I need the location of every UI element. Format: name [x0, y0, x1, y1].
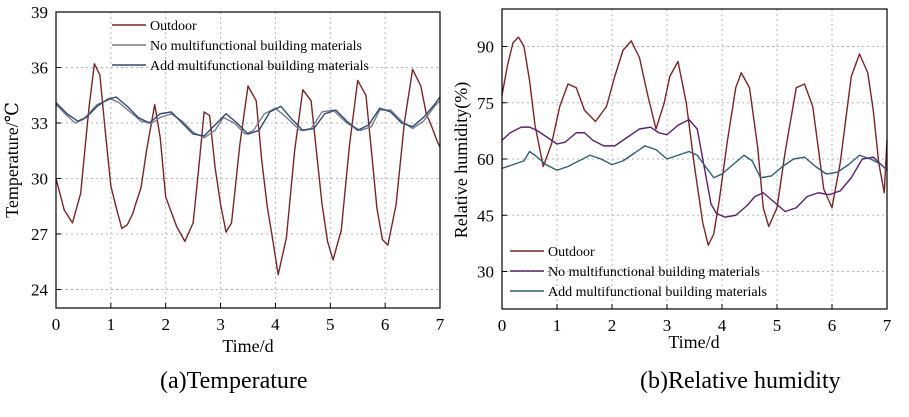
temp-legend-label-2: Add multifunctional building materials — [150, 59, 369, 74]
temp-series-2-line — [55, 96, 441, 137]
temp-legend-label-0: Outdoor — [150, 19, 197, 34]
caption-temperature: (a)Temperature — [160, 368, 308, 394]
rh-xtick-label-4: 4 — [718, 316, 727, 335]
rh-ytick-label-3: 75 — [477, 94, 494, 113]
rh-xtick-label-3: 3 — [663, 316, 672, 335]
temperature-chart: 0 1 2 3 4 5 6 7 24 27 30 33 36 39 Time/d Temperature/℃ O… — [2, 3, 445, 356]
rh-xtick-label-7: 7 — [883, 316, 892, 335]
rh-xtick-label-2: 2 — [608, 316, 617, 335]
temp-xtick-label-4: 4 — [271, 315, 280, 334]
rh-plot-frame — [501, 8, 888, 310]
temp-ytick-label-1: 27 — [31, 225, 49, 244]
temp-ytick-label-2: 30 — [31, 170, 48, 189]
temp-xtick-label-0: 0 — [52, 315, 61, 334]
temp-series-0-line — [55, 63, 441, 276]
rh-series-2-line — [501, 145, 888, 179]
rh-ytick-label-0: 30 — [477, 263, 494, 282]
temp-ytick-label-4: 36 — [31, 59, 48, 78]
rh-xtick-label-5: 5 — [773, 316, 782, 335]
rh-ylabel: Relative humidity(%) — [451, 82, 472, 238]
temp-legend-label-1: No multifunctional building materials — [150, 39, 362, 54]
temp-plot-frame — [55, 11, 441, 309]
rh-series-1-line — [501, 118, 888, 218]
rh-xtick-label-6: 6 — [828, 316, 837, 335]
temp-xtick-label-1: 1 — [107, 315, 116, 334]
temp-xtick-label-7: 7 — [436, 315, 445, 334]
rh-ytick-label-4: 90 — [477, 38, 494, 57]
temp-xtick-label-2: 2 — [161, 315, 170, 334]
rh-xtick-label-1: 1 — [553, 316, 562, 335]
temp-xlabel: Time/d — [222, 336, 273, 356]
rh-legend-label-1: No multifunctional building materials — [548, 265, 760, 280]
rh-series-0-line — [501, 36, 888, 246]
temp-ylabel: Temperature/℃ — [2, 102, 22, 218]
temp-ytick-label-5: 39 — [31, 3, 48, 22]
temp-series-1-line — [55, 98, 441, 139]
rh-ytick-label-1: 45 — [477, 206, 494, 225]
rh-ytick-label-2: 60 — [477, 150, 494, 169]
rh-legend-label-0: Outdoor — [548, 245, 595, 260]
rh-xtick-label-0: 0 — [498, 316, 507, 335]
temp-xtick-label-5: 5 — [326, 315, 335, 334]
temp-xtick-label-6: 6 — [381, 315, 390, 334]
temp-ytick-label-0: 24 — [31, 281, 49, 300]
rh-legend-label-2: Add multifunctional building materials — [548, 285, 767, 300]
caption-humidity: (b)Relative humidity — [640, 368, 841, 394]
rh-xlabel: Time/d — [668, 332, 719, 352]
temp-ytick-label-3: 33 — [31, 114, 48, 133]
temp-xtick-label-3: 3 — [216, 315, 225, 334]
